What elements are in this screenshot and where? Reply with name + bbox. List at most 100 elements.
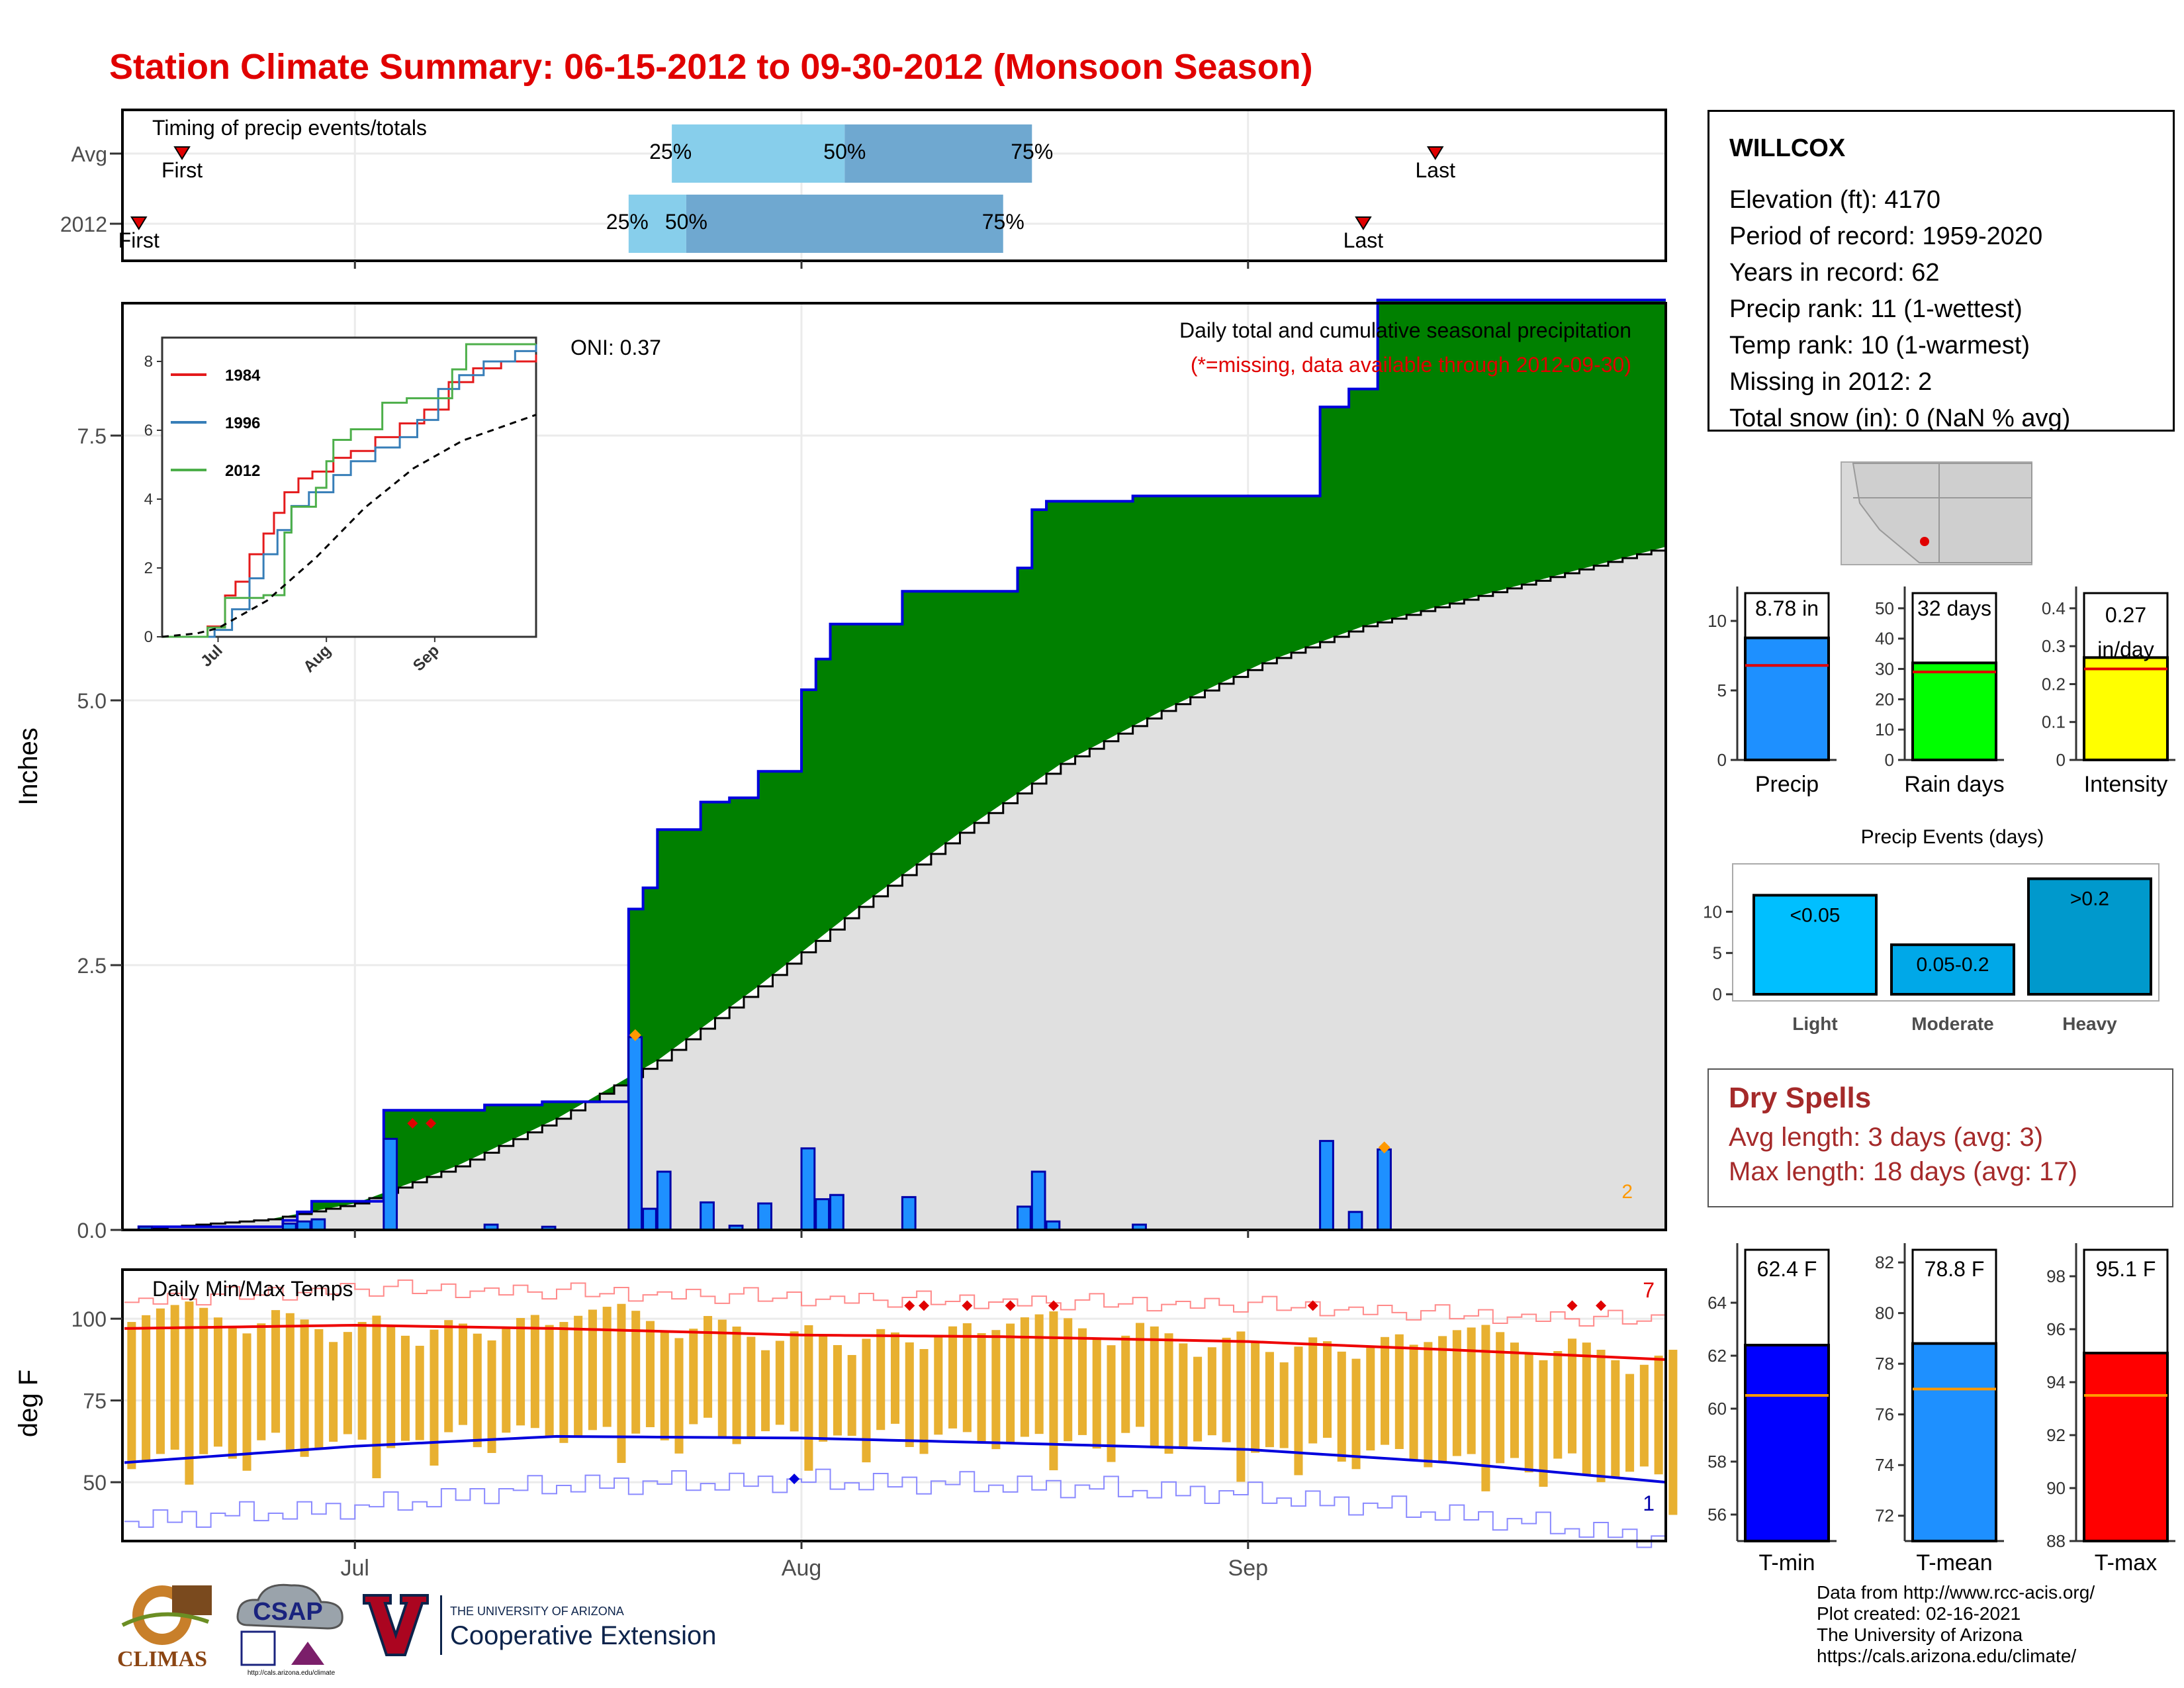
timing-bar-25-50 [672,124,845,183]
temps-record-high-marker [962,1300,973,1311]
credits: Data from http://www.rcc-acis.org/ Plot … [1817,1582,2095,1667]
temps-avg-min-line [124,1434,1666,1484]
temps-daily-bar [660,1331,669,1440]
temps-daily-bar [1567,1338,1577,1454]
timing-chart: Timing of precip events/totals Avg 25% 50% 7… [60,109,1667,269]
temps-daily-bar [530,1315,539,1429]
station-name: WILLCOX [1729,134,1846,162]
temps-daily-bar [1207,1347,1216,1436]
temps-daily-bar [588,1309,597,1430]
inset-series-line [162,354,537,638]
temps-record-high-marker [904,1300,915,1311]
timing-bar-50-75 [686,195,1003,253]
precip-missing-count: 2 [1621,1181,1633,1203]
dry-spells-max: Max length: 18 days (avg: 17) [1729,1157,2077,1186]
summary-temp-charts: 56 58 60 62 64 62.4 F T-min 72 74 76 78 80 82 78.8 F T… [1707,1243,2175,1575]
temps-daily-bar [962,1323,972,1432]
summary-bar [1744,636,1830,761]
temps-ytick-label: 75 [83,1389,107,1413]
precip-above-avg-area [124,300,1666,1231]
temps-daily-bar [1006,1323,1015,1443]
inset-ytick-label: 2 [144,559,153,577]
precip-daily-bar [1319,1140,1334,1231]
summary-category-label: Precip [1755,772,1819,797]
temps-daily-bar [430,1329,439,1466]
inset-legend-label: 1984 [225,367,261,385]
summary-ytick-label: 76 [1875,1405,1894,1425]
temps-record-high-marker [919,1300,930,1311]
precip-ytick-label: 7.5 [77,424,107,448]
temps-daily-bar [1064,1318,1073,1442]
temps-daily-bar [1193,1356,1203,1442]
temps-daily-bar [1452,1330,1461,1456]
summary-ytick-label: 90 [2046,1478,2066,1498]
timing-first-label: First [118,228,159,252]
temps-daily-bar [602,1307,612,1427]
summary-ytick-label: 96 [2046,1319,2066,1339]
temps-daily-bar [704,1316,713,1418]
temps-daily-bar [1553,1351,1563,1459]
precip-chart: 2 Daily total and cumulative seasonal pre… [14,299,1667,1243]
temps-daily-bar [1179,1343,1188,1448]
temps-chart: Daily Min/Max Temps 7 1 50 75 100 Jul Aug Sep deg… [14,1268,1678,1581]
summary-ytick-label: 80 [1875,1303,1894,1323]
station-years: Years in record: 62 [1729,259,1940,287]
timing-last-marker [1426,146,1444,160]
precip-daily-bar [383,1137,398,1231]
temps-xtick-label: Jul [341,1556,369,1581]
timing-p50-label: 50% [823,140,866,164]
temps-daily-bar [343,1332,352,1434]
summary-ytick-label: 82 [1875,1252,1894,1272]
inset-ytick-label: 6 [144,422,153,440]
temps-daily-bar [213,1317,223,1447]
summary-precip-charts: 0 5 10 8.78 in Precip 0 10 20 30 40 50 32 days Rain … [1707,586,2175,797]
summary-ytick-label: 50 [1875,598,1894,618]
temps-daily-bar [1077,1328,1087,1435]
events-ytick-label: 10 [1703,902,1722,921]
precip-record-marker [407,1118,418,1129]
temps-daily-bar [444,1320,453,1432]
station-period: Period of record: 1959-2020 [1729,222,2043,250]
inset-legend-label: 2012 [225,462,260,480]
temps-daily-bar [314,1329,324,1450]
summary-ytick-label: 0 [1885,750,1894,770]
summary-ytick-label: 20 [1875,689,1894,709]
temps-record-high-marker [1567,1300,1578,1311]
temps-avg-max-line [124,1323,1666,1361]
summary-ytick-label: 72 [1875,1506,1894,1526]
temps-xtick-label: Aug [782,1556,822,1581]
events-bar [1890,943,2015,996]
temps-daily-bar [991,1330,1001,1450]
temps-daily-bar [1308,1337,1318,1444]
dry-spells-title: Dry Spells [1729,1082,1872,1114]
temps-daily-bar [1351,1358,1361,1470]
precip-events-chart: Precip Events (days) 0 5 10 <0.05 Light 0.05-0… [1703,826,2160,1034]
temps-daily-bar [1524,1352,1533,1473]
summary-temp-value-label: 78.8 F [1925,1257,1985,1281]
temps-daily-bar [487,1340,496,1453]
temps-daily-bar [905,1342,914,1447]
temps-daily-bar [1322,1341,1332,1438]
events-bar-label: 0.05-0.2 [1916,954,1989,976]
temps-daily-bar [271,1310,281,1433]
temps-daily-bar [300,1319,309,1457]
summary-temp-category-label: T-mean [1916,1550,1992,1575]
summary-bar [1911,661,1997,762]
temps-daily-bar [1611,1360,1620,1477]
temps-record-high-count: 7 [1643,1278,1655,1302]
events-category-label: Light [1792,1013,1837,1034]
summary-ytick-label: 40 [1875,629,1894,649]
precip-daily-bar [1017,1205,1032,1231]
inset-series-line [162,343,536,638]
timing-p25-label: 25% [649,140,692,164]
summary-temp-value-label: 62.4 F [1757,1257,1817,1281]
temps-record-high-marker [1005,1300,1016,1311]
precip-daily-bar [1030,1170,1046,1231]
precip-max-marker [1378,1141,1390,1154]
timing-last-marker [1355,216,1372,230]
temps-daily-bar [775,1340,784,1425]
precip-daily-bar [310,1218,326,1231]
summary-ytick-label: 60 [1707,1399,1727,1419]
temps-daily-bar [645,1321,655,1427]
